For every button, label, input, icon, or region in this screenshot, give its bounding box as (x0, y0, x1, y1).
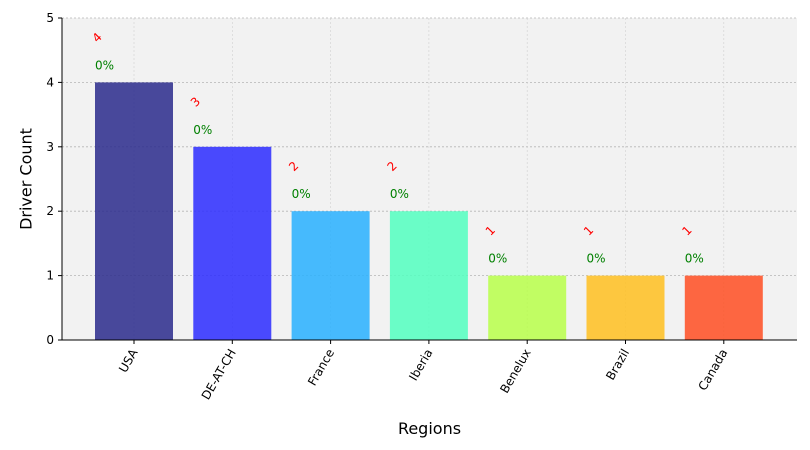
bar-benelux (488, 275, 567, 340)
bar-france (291, 211, 370, 340)
bar-brazil (586, 275, 665, 340)
x-tick-label: Canada (695, 347, 730, 394)
percent-label: 0% (292, 187, 311, 201)
y-tick-label: 4 (46, 75, 54, 89)
percent-label: 0% (95, 58, 114, 72)
y-tick-label: 5 (46, 11, 54, 25)
x-tick-label: Iberia (406, 347, 435, 384)
percent-label: 0% (587, 252, 606, 266)
bar-canada (684, 275, 763, 340)
percent-label: 0% (193, 123, 212, 137)
y-tick-label: 2 (46, 204, 54, 218)
percent-label: 0% (488, 252, 507, 266)
x-tick-label: France (305, 347, 337, 389)
percent-label: 0% (685, 252, 704, 266)
bar-de-at-ch (193, 146, 272, 340)
percent-label: 0% (390, 187, 409, 201)
x-tick-label: USA (116, 346, 141, 375)
bar-usa (95, 82, 173, 341)
bars (95, 82, 763, 341)
x-tick-label: DE-AT-CH (199, 347, 239, 403)
x-tick-label: Benelux (497, 347, 533, 396)
y-axis-title: Driver Count (17, 128, 36, 230)
y-tick-label: 0 (46, 333, 54, 347)
x-tick-label: Brazil (603, 347, 632, 383)
bar-iberia (389, 211, 468, 340)
y-tick-label: 3 (46, 140, 54, 154)
x-axis-title: Regions (398, 419, 461, 438)
y-tick-label: 1 (46, 269, 54, 283)
